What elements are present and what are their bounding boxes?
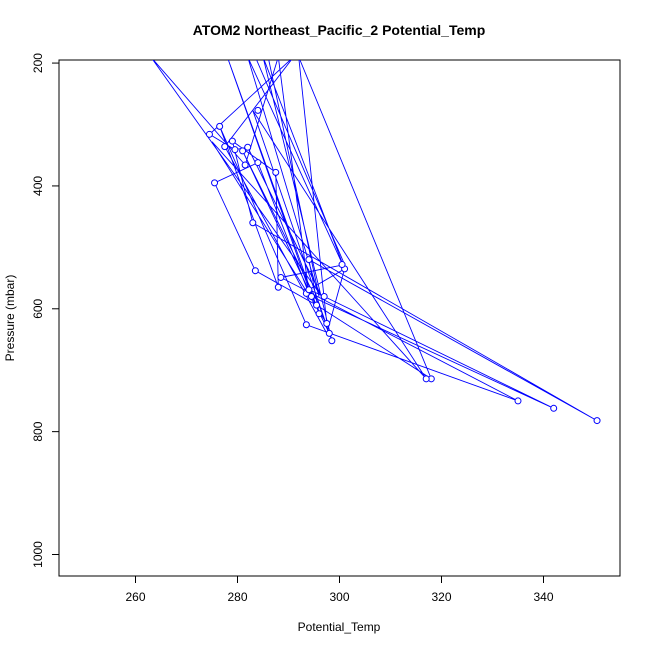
x-tick-label: 260 bbox=[125, 590, 145, 604]
data-point bbox=[338, 261, 346, 269]
data-point bbox=[254, 106, 262, 114]
y-tick-label: 600 bbox=[31, 298, 45, 318]
data-point bbox=[241, 161, 249, 169]
data-point bbox=[550, 404, 558, 412]
x-tick-label: 340 bbox=[533, 590, 553, 604]
data-point bbox=[216, 122, 224, 130]
y-tick-label: 400 bbox=[31, 176, 45, 196]
data-point bbox=[305, 286, 313, 294]
series-line bbox=[152, 60, 598, 421]
x-axis: 260 280 300 320 340 bbox=[125, 575, 554, 604]
data-point bbox=[313, 301, 321, 309]
data-point bbox=[277, 273, 285, 281]
data-point bbox=[228, 137, 236, 145]
data-point bbox=[254, 159, 262, 167]
data-point bbox=[231, 146, 239, 154]
y-tick-label: 200 bbox=[31, 53, 45, 73]
data-point bbox=[514, 397, 522, 405]
data-point bbox=[422, 375, 430, 383]
chart-title: ATOM2 Northeast_Pacific_2 Potential_Temp bbox=[193, 22, 486, 38]
data-point bbox=[272, 168, 280, 176]
data-point bbox=[323, 320, 331, 328]
data-point bbox=[320, 293, 328, 300]
y-axis-label: Pressure (mbar) bbox=[3, 275, 17, 362]
data-point bbox=[274, 283, 282, 291]
plot-frame bbox=[58, 59, 621, 577]
data-point bbox=[244, 143, 252, 151]
data-point bbox=[325, 329, 333, 337]
data-point bbox=[251, 267, 259, 275]
x-tick-label: 280 bbox=[227, 590, 247, 604]
data-point bbox=[205, 130, 213, 138]
data-point bbox=[211, 179, 219, 187]
data-point bbox=[593, 417, 601, 425]
data-point bbox=[221, 143, 229, 151]
data-point bbox=[305, 256, 313, 264]
x-axis-label: Potential_Temp bbox=[298, 620, 381, 634]
data-point bbox=[302, 321, 310, 329]
y-tick-label: 800 bbox=[31, 421, 45, 441]
data-layer bbox=[152, 60, 601, 425]
data-point bbox=[307, 293, 315, 300]
data-point bbox=[249, 219, 257, 227]
x-tick-label: 300 bbox=[329, 590, 349, 604]
x-tick-label: 320 bbox=[431, 590, 451, 604]
data-point bbox=[239, 147, 247, 155]
y-tick-label: 1000 bbox=[31, 541, 45, 568]
data-point bbox=[328, 337, 336, 345]
y-axis: 200 400 600 800 1000 bbox=[31, 53, 60, 568]
data-point bbox=[315, 310, 323, 318]
